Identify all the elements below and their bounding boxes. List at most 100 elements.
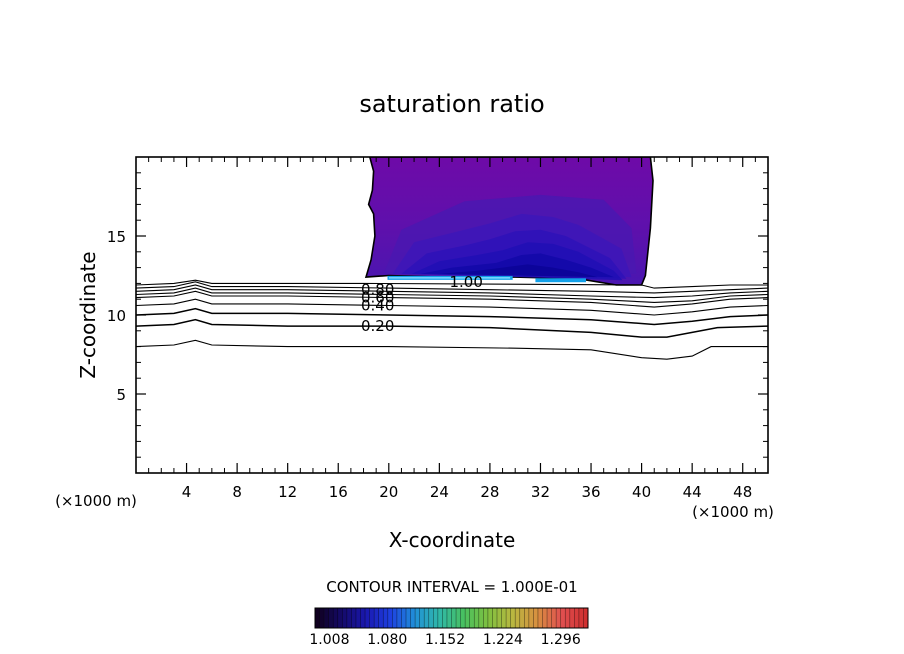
contour-line-0.8 [136, 281, 768, 294]
colorbar-cell [556, 608, 561, 628]
colorbar-cell [497, 608, 502, 628]
contour-labels: 0.20 0.400.600.80 1.00 [361, 273, 483, 335]
colorbar-cell [501, 608, 507, 628]
cloud-base-band-2 [535, 278, 586, 283]
contour-line-0.6 [136, 287, 768, 303]
colorbar-cell [342, 608, 348, 628]
colorbar-cell [506, 608, 511, 628]
colorbar-cell [483, 608, 489, 628]
colorbar-cell [315, 608, 320, 628]
colorbar-cell [437, 608, 443, 628]
colorbar-label-1.008: 1.008 [309, 632, 349, 648]
x-tick-label-16: 16 [329, 483, 348, 501]
colorbar-cell [583, 608, 589, 628]
colorbar-cell [360, 608, 366, 628]
contour-line-0.3 [136, 307, 768, 326]
colorbar-cell [574, 608, 580, 628]
x-tick-label-4: 4 [182, 483, 192, 501]
contour-line-0.2 [136, 318, 768, 338]
x-unit-right: (×1000 m) [692, 503, 774, 521]
colorbar-labels: 1.008 1.080 1.152 1.224 1.296 [309, 632, 580, 648]
colorbar-label-1.152: 1.152 [425, 632, 465, 648]
colorbar-cell [387, 608, 393, 628]
colorbar-cell [378, 608, 384, 628]
colorbar-cell [519, 608, 525, 628]
x-tick-label-8: 8 [232, 483, 242, 501]
colorbar-cell [401, 608, 407, 628]
x-unit-left: (×1000 m) [55, 492, 137, 510]
x-tick-label-44: 44 [683, 483, 702, 501]
cloud-shading [364, 157, 654, 286]
colorbar-cell [451, 608, 457, 628]
colorbar-cell [528, 608, 534, 628]
contour-line-0.1 [136, 339, 768, 360]
cloud-base-band-1 [388, 277, 511, 279]
colorbar-cell [374, 608, 379, 628]
contour-label-0.80: 0.80 [361, 281, 394, 299]
colorbar-cells [314, 608, 589, 628]
colorbar-cell [565, 608, 571, 628]
contour-line-0.9 [136, 279, 768, 289]
colorbar-cell [369, 608, 375, 628]
colorbar-cell [333, 608, 339, 628]
colorbar-cell [419, 608, 425, 628]
x-tick-label-32: 32 [531, 483, 550, 501]
colorbar-cell [487, 608, 493, 628]
colorbar-cell [465, 608, 470, 628]
colorbar-cell [547, 608, 552, 628]
colorbar-cell [542, 608, 548, 628]
colorbar-label-1.296: 1.296 [541, 632, 581, 648]
x-tick-label-36: 36 [581, 483, 600, 501]
colorbar-cell [510, 608, 516, 628]
y-tick-label-15: 15 [107, 228, 126, 246]
colorbar-cell [578, 608, 584, 628]
y-tick-label-10: 10 [107, 307, 126, 325]
colorbar: 1.008 1.080 1.152 1.224 1.296 [309, 607, 589, 648]
colorbar-cell [478, 608, 484, 628]
colorbar-cell [415, 608, 420, 628]
colorbar-cell [537, 608, 543, 628]
contour-interval-label: CONTOUR INTERVAL = 1.000E-01 [326, 578, 577, 596]
x-tick-label-12: 12 [278, 483, 297, 501]
y-tick-label-5: 5 [116, 386, 126, 404]
colorbar-cell [392, 608, 398, 628]
colorbar-cell [474, 608, 480, 628]
chart-title: saturation ratio [359, 90, 544, 118]
x-tick-label-24: 24 [430, 483, 449, 501]
contour-line-0.7 [136, 284, 768, 299]
colorbar-cell [328, 608, 334, 628]
contour-lines [136, 279, 768, 360]
colorbar-cell [492, 608, 498, 628]
colorbar-cell [324, 608, 329, 628]
colorbar-cell [410, 608, 416, 628]
contour-label-0.60: 0.60 [361, 289, 394, 307]
colorbar-cell [365, 608, 370, 628]
colorbar-cell [524, 608, 530, 628]
contour-label-0.40: 0.40 [361, 297, 394, 315]
y-axis-label: Z-coordinate [76, 251, 100, 378]
colorbar-cell [551, 608, 557, 628]
colorbar-cell [406, 608, 411, 628]
colorbar-label-1.224: 1.224 [483, 632, 523, 648]
colorbar-cell [442, 608, 448, 628]
contour-label-1.00: 1.00 [449, 273, 482, 291]
plot-area: 0.200.400.600.80 1.00 4 8 12 16 20 24 28 32 36 40 4… [107, 156, 769, 501]
colorbar-cell [515, 608, 521, 628]
colorbar-cell [346, 608, 352, 628]
contour-label-0.20: 0.20 [361, 317, 394, 335]
colorbar-cell [424, 608, 430, 628]
colorbar-cell [533, 608, 539, 628]
colorbar-cell [433, 608, 439, 628]
colorbar-cell [355, 608, 361, 628]
colorbar-cell [319, 608, 325, 628]
colorbar-cell [560, 608, 566, 628]
colorbar-label-1.080: 1.080 [367, 632, 407, 648]
x-axis-label: X-coordinate [389, 528, 516, 552]
colorbar-cell [469, 608, 475, 628]
contour-line-0.4 [136, 298, 768, 316]
x-tick-label-40: 40 [632, 483, 651, 501]
x-tick-label-28: 28 [480, 483, 499, 501]
colorbar-cell [351, 608, 357, 628]
